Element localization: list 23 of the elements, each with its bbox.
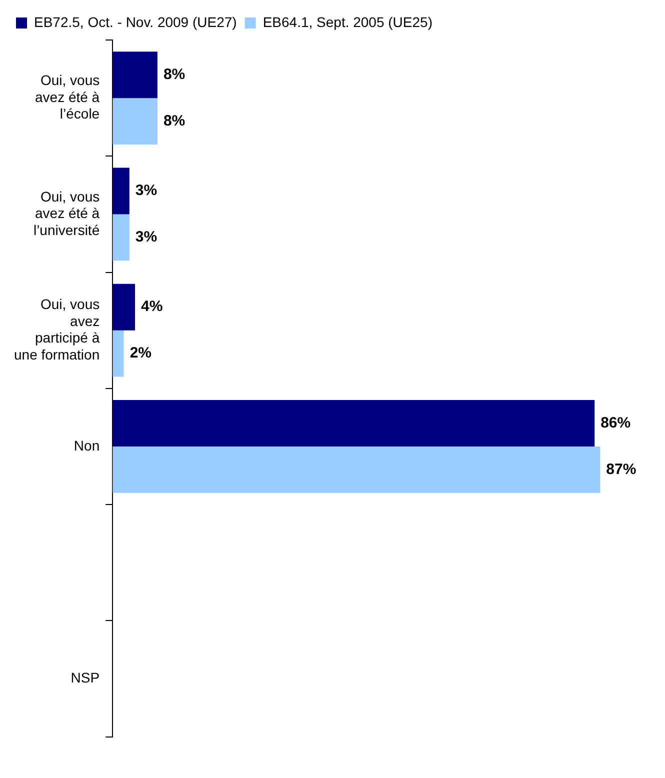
data-label: 8% <box>163 112 186 130</box>
y-tick-label: NSP <box>70 670 100 686</box>
data-label: 86% <box>600 414 631 432</box>
data-label: 3% <box>135 228 158 246</box>
bar <box>112 98 158 145</box>
legend-label: EB72.5, Oct. - Nov. 2009 (UE27) <box>34 14 237 30</box>
y-tick-label: Oui, vous avez été à l’université <box>33 188 100 238</box>
bar <box>112 284 136 330</box>
y-tick-label: Oui, vous avez été à l’école <box>34 72 100 122</box>
bar <box>112 446 600 493</box>
bar <box>112 168 130 214</box>
y-tick-label: Non <box>74 437 100 454</box>
legend-label: EB64.1, Sept. 2005 (UE25) <box>262 14 432 30</box>
y-tick-label: Oui, vous avez participé à une formation <box>14 296 100 362</box>
data-label: 2% <box>130 344 152 362</box>
data-label: 4% <box>141 298 163 316</box>
bar <box>112 214 130 261</box>
bar <box>112 330 124 377</box>
bar <box>112 52 158 98</box>
data-label: 87% <box>606 460 636 478</box>
data-label: 3% <box>135 182 158 200</box>
bar <box>112 400 595 446</box>
data-label: 8% <box>163 66 186 83</box>
